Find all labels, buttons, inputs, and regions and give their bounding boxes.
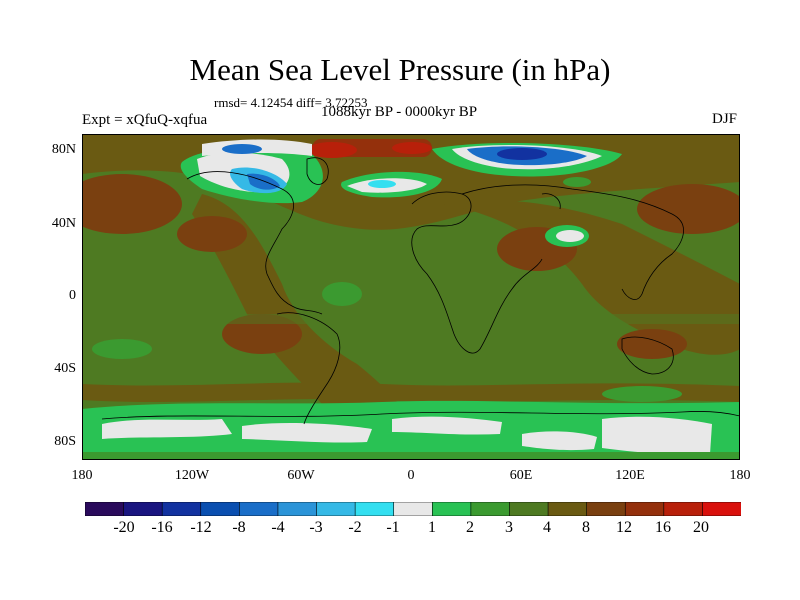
- colorbar-swatch: [354, 502, 395, 516]
- arctic-anomalies: [180, 139, 622, 247]
- lon-tick-60w: 60W: [287, 468, 315, 483]
- colorbar-swatch: [470, 502, 511, 516]
- colorbar-swatch: [239, 502, 279, 516]
- lon-tick-120w: 120W: [174, 468, 210, 483]
- lat-tick-40n: 40N: [51, 216, 76, 231]
- colorbar-label: 4: [543, 519, 551, 536]
- lon-tick-60e: 60E: [509, 468, 533, 483]
- lat-tick-80s: 80S: [54, 434, 76, 449]
- pressure-map: [82, 134, 740, 460]
- colorbar-swatch: [123, 502, 163, 516]
- experiment-label: Expt = xQfuQ-xqfua: [82, 112, 208, 128]
- neutral-regions: [82, 282, 740, 402]
- colorbar: [85, 502, 741, 516]
- lon-tick-180w: 180: [71, 468, 93, 483]
- colorbar-label: -8: [232, 519, 246, 536]
- colorbar-label: 1: [428, 519, 436, 536]
- colorbar-label: -12: [190, 519, 212, 536]
- map-title: Mean Sea Level Pressure (in hPa): [189, 52, 611, 87]
- period-label: 1088kyr BP - 0000kyr BP: [321, 104, 478, 120]
- colorbar-swatch: [85, 502, 125, 516]
- colorbar-swatch: [547, 502, 588, 516]
- antarctic-anomalies: [82, 400, 740, 460]
- colorbar-swatch: [702, 502, 741, 516]
- colorbar-swatch: [161, 502, 202, 516]
- colorbar-label: -20: [113, 519, 135, 536]
- colorbar-label: 3: [505, 519, 513, 536]
- colorbar-swatch: [663, 502, 704, 516]
- colorbar-swatch: [624, 502, 665, 516]
- lat-tick-40s: 40S: [54, 361, 76, 376]
- colorbar-label: -4: [271, 519, 285, 536]
- colorbar-swatch: [431, 502, 472, 516]
- lat-tick-80n: 80N: [51, 142, 76, 157]
- colorbar-swatch: [200, 502, 240, 516]
- colorbar-label: 16: [655, 519, 671, 536]
- map-frame: [82, 134, 740, 460]
- stats-label: rmsd= 4.12454 diff= 3.72253: [214, 95, 368, 110]
- colorbar-label: -2: [348, 519, 362, 536]
- colorbar-swatch: [509, 502, 549, 516]
- colorbar-swatch: [586, 502, 626, 516]
- colorbar-label: -1: [386, 519, 400, 536]
- colorbar-swatch: [316, 502, 356, 516]
- colorbar-swatch: [277, 502, 318, 516]
- season-label: DJF: [712, 111, 738, 127]
- colorbar-label: 2: [466, 519, 474, 536]
- colorbar-label: -3: [309, 519, 323, 536]
- colorbar-label: 20: [693, 519, 709, 536]
- coastlines: [101, 157, 740, 425]
- lon-tick-120e: 120E: [615, 468, 645, 483]
- colorbar-label: 8: [582, 519, 590, 536]
- lat-tick-0: 0: [69, 288, 76, 303]
- colorbar-swatch: [393, 502, 433, 516]
- lon-tick-180e: 180: [729, 468, 751, 483]
- lon-tick-0: 0: [407, 468, 415, 483]
- colorbar-label: -16: [151, 519, 173, 536]
- colorbar-label: 12: [616, 519, 632, 536]
